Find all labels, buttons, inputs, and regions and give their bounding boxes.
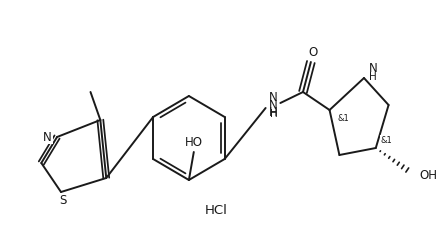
Text: HO: HO [185,136,203,148]
Text: S: S [59,193,66,207]
Text: &1: &1 [337,113,349,122]
Text: OH: OH [419,168,437,182]
Text: &1: &1 [381,136,392,145]
Text: N: N [43,130,51,144]
Text: N
H: N H [269,91,278,119]
Text: H: H [270,109,277,119]
Text: N: N [269,98,278,112]
Text: H: H [369,72,377,82]
Text: HCl: HCl [205,203,228,217]
Text: N: N [369,61,378,75]
Text: O: O [308,45,317,59]
